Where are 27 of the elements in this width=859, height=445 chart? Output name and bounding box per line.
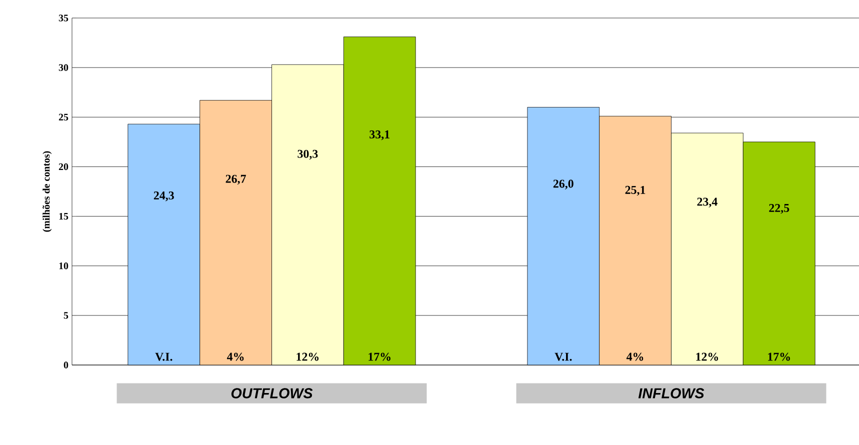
data-label: 26,7 <box>226 174 246 185</box>
y-axis-title: (milhões de contos) <box>42 151 52 232</box>
data-label: 26,0 <box>553 180 574 190</box>
x-tick-label: INFLOWS <box>638 388 704 398</box>
data-label: 23,4 <box>697 198 718 208</box>
data-label: 22,5 <box>769 204 790 214</box>
text: 12% <box>696 352 718 361</box>
series-label: 4% <box>226 352 244 361</box>
y-tick-label: 15 <box>59 212 68 220</box>
y-tick-label: 35 <box>58 14 68 22</box>
y-tick-label: 25 <box>58 114 68 120</box>
y-tick-label: 0 <box>64 362 68 368</box>
series-label: 12% <box>296 352 319 361</box>
series-label: V.I. <box>155 352 172 361</box>
y-tick-label: 30 <box>58 64 68 71</box>
data-label: 30,3 <box>298 150 318 160</box>
data-label: 24,3 <box>154 191 174 202</box>
data-label: 25,1 <box>625 186 646 196</box>
data-label: 33,1 <box>370 130 390 140</box>
text: 17% <box>768 352 790 361</box>
text: V.I. <box>554 352 572 361</box>
y-tick-label: 5 <box>64 312 68 319</box>
text: 4% <box>626 352 644 361</box>
x-tick-label: OUTFLOWS <box>231 388 313 398</box>
y-tick-label: 20 <box>58 163 68 170</box>
series-label: 17% <box>368 352 390 361</box>
y-tick-label: 10 <box>59 262 68 270</box>
